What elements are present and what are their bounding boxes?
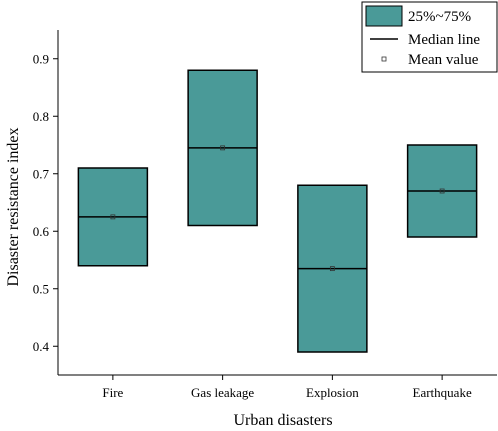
legend-box-swatch [365,5,403,27]
box-gas-leakage [187,69,258,227]
y-tick-label: 0.7 [33,166,50,181]
x-tick-label: Earthquake [413,385,472,400]
y-tick-label: 0.5 [33,281,49,296]
y-tick-label: 0.4 [33,339,50,354]
x-axis-label: Urban disasters [233,412,332,429]
legend-label: Median line [408,32,480,48]
legend-label: Mean value [408,52,479,68]
mean-marker [439,188,445,194]
legend-label: 25%~75% [408,9,471,25]
x-axis: Fire Gas leakage Explosion Earthquake [58,374,497,400]
box-explosion [297,184,368,353]
y-tick-label: 0.8 [33,109,49,124]
box-earthquake [406,144,478,238]
mean-marker [329,266,335,272]
mean-marker [110,214,116,220]
mean-marker [220,145,226,151]
box-fire [77,167,149,267]
plot-area [77,69,478,353]
legend-mean-swatch [381,56,387,62]
y-tick-label: 0.6 [33,224,50,239]
y-axis: 0.4 0.5 0.6 0.7 0.8 0.9 [33,30,59,375]
x-tick-label: Fire [102,385,123,400]
x-tick-label: Explosion [306,385,359,400]
y-axis-label: Disaster resistance index [5,127,22,286]
legend: 25%~75% Median line Mean value [361,1,498,73]
y-tick-label: 0.9 [33,51,49,66]
x-tick-label: Gas leakage [191,385,254,400]
